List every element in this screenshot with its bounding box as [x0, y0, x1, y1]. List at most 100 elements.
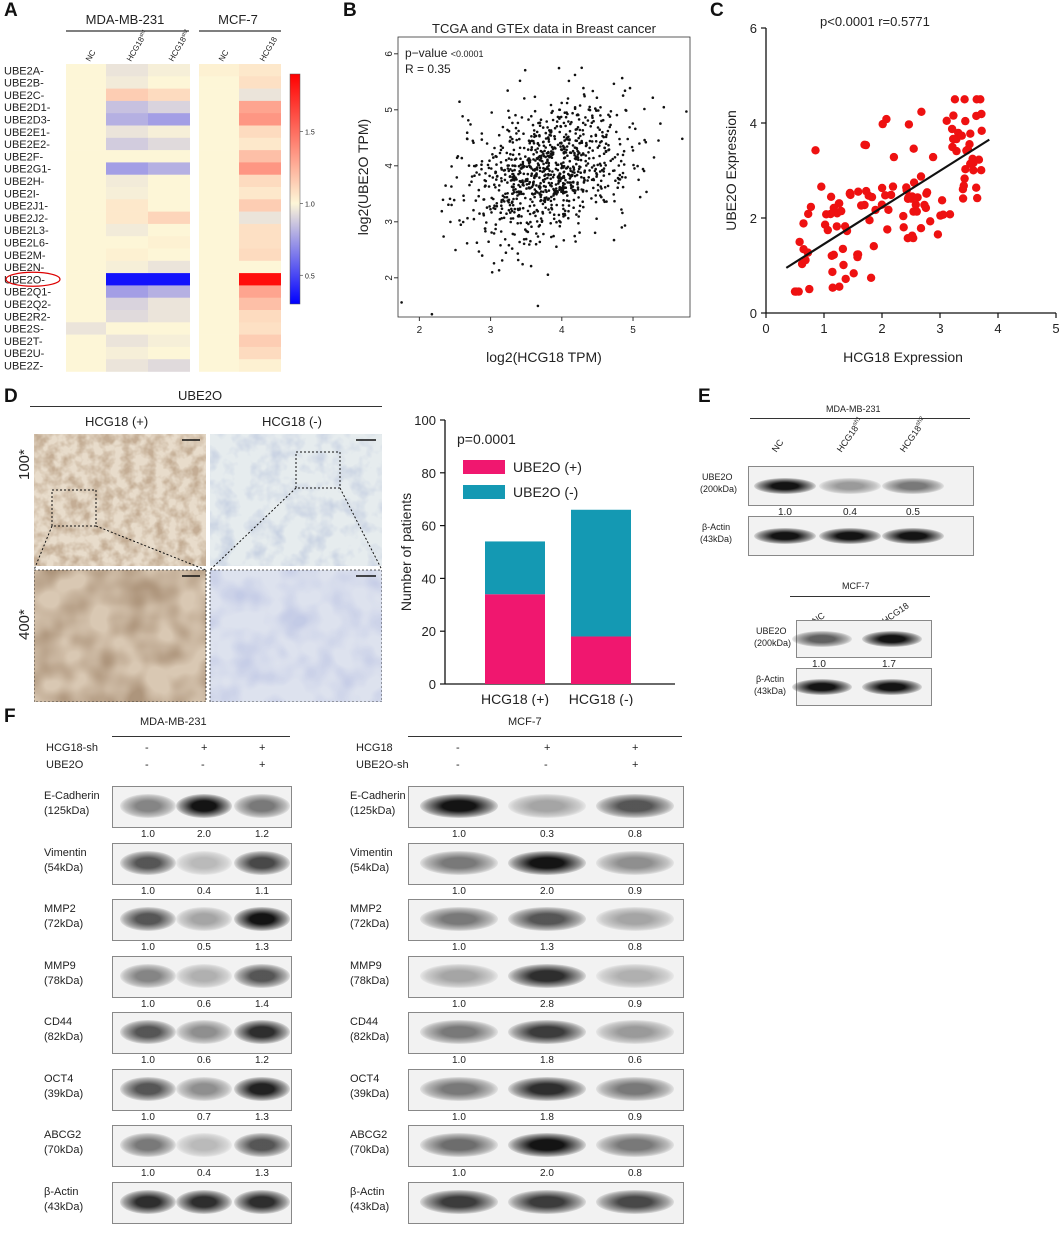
scatter-b-point — [558, 141, 562, 145]
scatter-b-point — [591, 114, 594, 117]
scatter-b-point — [631, 122, 635, 125]
scatter-b-point — [602, 174, 606, 177]
scatter-b-point — [558, 130, 561, 134]
scatter-b-point — [551, 170, 554, 173]
blot-e-mda-band-actin-1 — [819, 528, 881, 544]
scatter-b-point — [545, 152, 549, 155]
scatter-b-point — [566, 181, 569, 184]
scatter-b-point — [550, 145, 554, 149]
scatter-b-point — [596, 146, 600, 149]
scatter-b-point — [555, 245, 558, 248]
bar-d-legend-label-0: UBE2O (+) — [513, 459, 582, 475]
scatter-b-point — [542, 169, 546, 173]
panel-label-c: C — [710, 0, 724, 21]
scatter-b-point — [526, 172, 530, 176]
blot-f-mda-value-oct4-1: 0.7 — [197, 1111, 211, 1123]
scatter-b-point — [582, 176, 586, 180]
scatter-b-point — [484, 230, 487, 233]
scatter-b-point — [559, 145, 562, 148]
heatmap-cell-ube2a-0 — [66, 64, 106, 77]
heatmap-cell-ube2t-0 — [66, 334, 106, 348]
scatter-b-point — [499, 148, 503, 152]
scatter-b-point — [607, 143, 610, 147]
scatter-b-point — [450, 203, 453, 207]
scatter-b-point — [558, 117, 561, 120]
scatter-c-xtick-label-4: 4 — [994, 321, 1001, 336]
scatter-b-point — [545, 161, 548, 165]
scatter-b-point — [566, 154, 569, 157]
ihc-zoom-line-4 — [339, 487, 382, 571]
blot-e-mcf-band-ube2o-0 — [792, 631, 852, 647]
heatmap-highlight-ring — [5, 271, 61, 287]
scatter-b-point — [484, 179, 488, 183]
scatter-b-point — [550, 181, 553, 185]
blot-f-mcf-band-actin-0 — [420, 1189, 498, 1214]
scatter-b-point — [585, 143, 588, 147]
scatter-b-point — [493, 183, 496, 186]
scatter-b-point — [514, 188, 517, 191]
blot-f-mda-value-cd44-1: 0.6 — [197, 1055, 211, 1066]
heatmap-cell-ube2j1-4 — [239, 199, 281, 212]
scatter-b-point — [518, 146, 522, 150]
scatter-c-point — [972, 183, 981, 192]
scatter-b-point — [605, 200, 608, 203]
scatter-c-point — [811, 146, 820, 155]
scatter-b-point — [572, 189, 575, 192]
ihc-row-400x: 400* — [16, 609, 33, 640]
scatter-b-point — [533, 188, 537, 191]
blot-f-mda-band-e-cadherin-2 — [234, 794, 290, 818]
scatter-b-point — [616, 186, 619, 189]
blot-f-mcf-value-vimentin-0: 1.0 — [452, 885, 466, 897]
scatter-b-point — [626, 137, 629, 141]
scatter-b-point — [483, 227, 487, 230]
scatter-b-point — [644, 140, 648, 144]
scatter-b-point — [586, 179, 589, 182]
scatter-b-point — [578, 231, 581, 234]
scatter-b-point — [599, 114, 602, 117]
ihc-col-negative: HCG18 (-) — [262, 414, 322, 429]
scatter-b-point — [576, 188, 580, 191]
scatter-b-point — [511, 200, 514, 203]
scatter-b-point — [510, 207, 513, 211]
scatter-b-point — [519, 180, 523, 183]
scatter-b-point — [546, 154, 549, 158]
scatter-b-point — [534, 242, 538, 246]
scatter-b-point — [621, 171, 625, 175]
heatmap-cell-ube2r2-0 — [66, 310, 106, 323]
blot-f-mda-band-cd44-0 — [120, 1020, 176, 1044]
scatter-b-point — [539, 195, 542, 199]
scatter-b-point — [549, 177, 552, 181]
scatter-b-point — [532, 153, 535, 156]
blot-e-mcf-label-actin: β-Actin — [756, 674, 785, 684]
scatter-b-point — [518, 192, 521, 196]
scatter-b-point — [573, 73, 577, 77]
scatter-b-point — [486, 163, 490, 167]
scatter-b-point — [552, 197, 556, 201]
scatter-b-point — [530, 135, 533, 138]
scatter-b-point — [531, 123, 535, 127]
scatter-b-point — [532, 129, 536, 132]
scatter-c-point — [845, 188, 855, 198]
scatter-b-point — [549, 155, 553, 158]
scatter-b-point — [490, 111, 493, 114]
scatter-b-point — [536, 142, 540, 146]
scatter-b-point — [449, 220, 452, 224]
blot-f-mda-value-mmp9-2: 1.4 — [255, 998, 269, 1010]
scatter-b-point — [541, 140, 545, 144]
scatter-c-ytick-label-1: 2 — [750, 211, 757, 226]
scatter-b-point — [524, 155, 527, 158]
scatter-b-point — [529, 220, 532, 224]
scatter-b-point — [681, 137, 684, 141]
blot-f-mda-cond-hcg18-sh: HCG18-sh — [46, 742, 98, 754]
heatmap-cell-ube2z-3 — [199, 359, 239, 372]
blot-f-mda-value-abcg2-2: 1.3 — [255, 1168, 269, 1179]
scatter-c-point — [889, 152, 899, 162]
panel-label-a: A — [4, 0, 18, 21]
heatmap-cell-ube2f-3 — [199, 150, 239, 163]
scatter-b-point — [499, 211, 502, 214]
scatter-b-point — [502, 216, 506, 220]
blot-f-mda-band-mmp2-0 — [120, 907, 176, 931]
blot-f-mda-band-oct4-0 — [120, 1076, 176, 1101]
scatter-b-point — [517, 190, 520, 194]
blot-e-mda-kda-actin: (43kDa) — [700, 534, 733, 544]
